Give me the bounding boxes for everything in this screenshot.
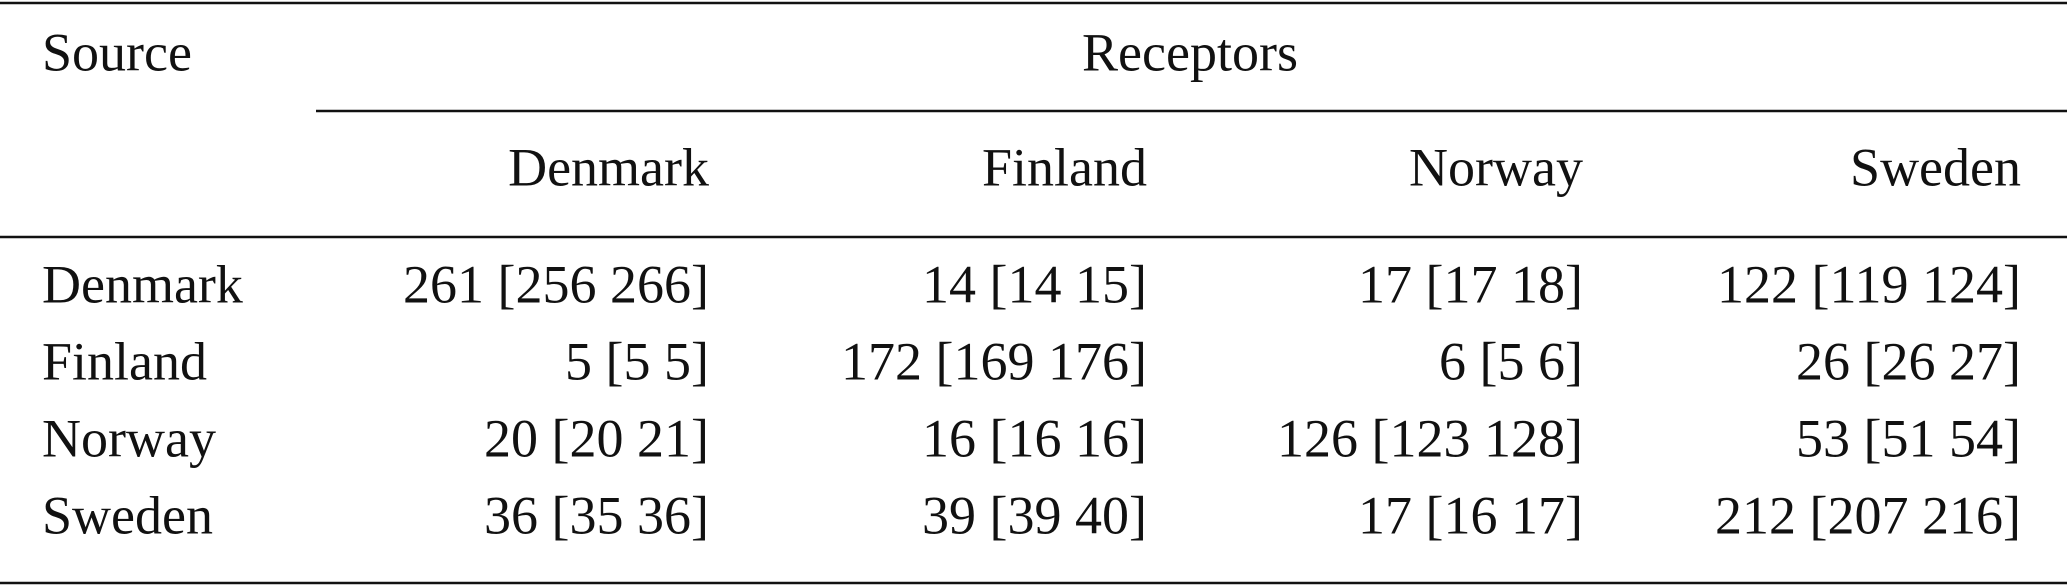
cell: 39 [39 40] xyxy=(922,485,1147,545)
column-header: Denmark xyxy=(508,137,709,197)
cell: 6 [5 6] xyxy=(1439,331,1583,391)
cell: 122 [119 124] xyxy=(1717,254,2021,314)
column-header: Sweden xyxy=(1850,137,2021,197)
cell: 261 [256 266] xyxy=(403,254,709,314)
source-header: Source xyxy=(42,22,192,82)
cell: 14 [14 15] xyxy=(922,254,1147,314)
cell: 36 [35 36] xyxy=(484,485,709,545)
cell: 17 [17 18] xyxy=(1358,254,1583,314)
cell: 53 [51 54] xyxy=(1796,408,2021,468)
cell: 16 [16 16] xyxy=(922,408,1147,468)
cell: 172 [169 176] xyxy=(841,331,1147,391)
column-header: Norway xyxy=(1409,137,1583,197)
row-label: Norway xyxy=(42,408,216,468)
cell: 126 [123 128] xyxy=(1277,408,1583,468)
row-label: Sweden xyxy=(42,485,213,545)
row-label: Finland xyxy=(42,331,207,391)
cell: 20 [20 21] xyxy=(484,408,709,468)
group-header: Receptors xyxy=(1082,22,1298,82)
row-label: Denmark xyxy=(42,254,243,314)
column-header: Finland xyxy=(982,137,1147,197)
cell: 17 [16 17] xyxy=(1358,485,1583,545)
cell: 26 [26 27] xyxy=(1796,331,2021,391)
cell: 5 [5 5] xyxy=(565,331,709,391)
cell: 212 [207 216] xyxy=(1715,485,2021,545)
